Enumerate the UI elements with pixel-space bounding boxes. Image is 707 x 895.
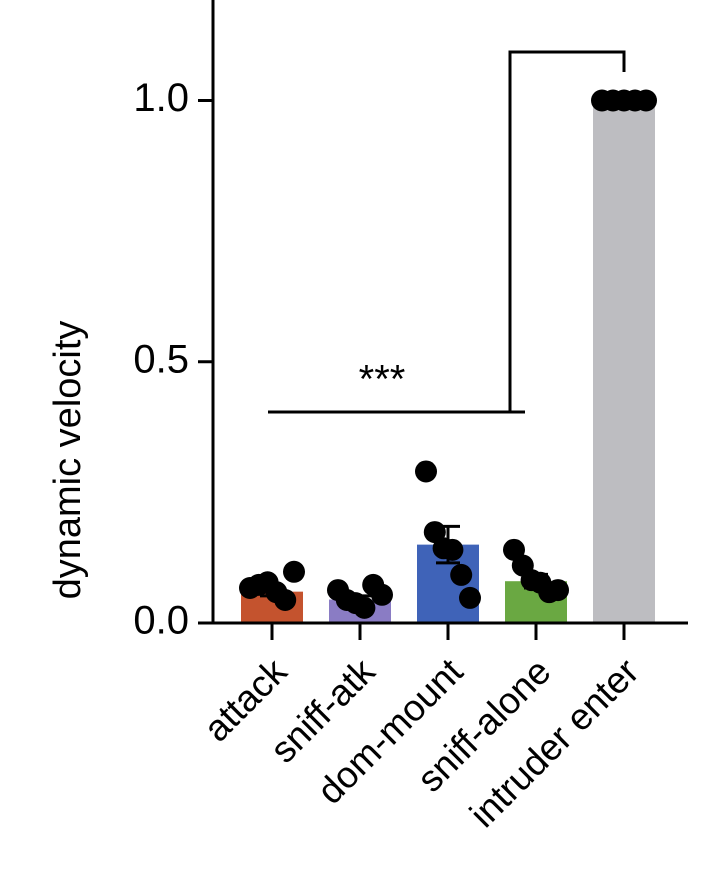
data-point [423, 521, 446, 544]
significance-stars: *** [359, 358, 406, 402]
data-point [547, 579, 569, 602]
data-point [459, 586, 481, 609]
data-point [371, 583, 393, 606]
bar [593, 100, 655, 623]
y-tick-label: 0.0 [133, 599, 189, 643]
y-tick-label: 0.5 [133, 337, 189, 381]
data-point [450, 563, 473, 586]
data-point [274, 589, 297, 612]
data-point [441, 538, 464, 561]
data-point [283, 560, 305, 583]
data-point [635, 89, 657, 112]
significance-bracket [508, 50, 626, 412]
data-point [353, 596, 376, 619]
y-tick-label: 1.0 [133, 76, 189, 120]
y-axis-label: dynamic velocity [47, 321, 89, 600]
data-point [415, 460, 437, 483]
